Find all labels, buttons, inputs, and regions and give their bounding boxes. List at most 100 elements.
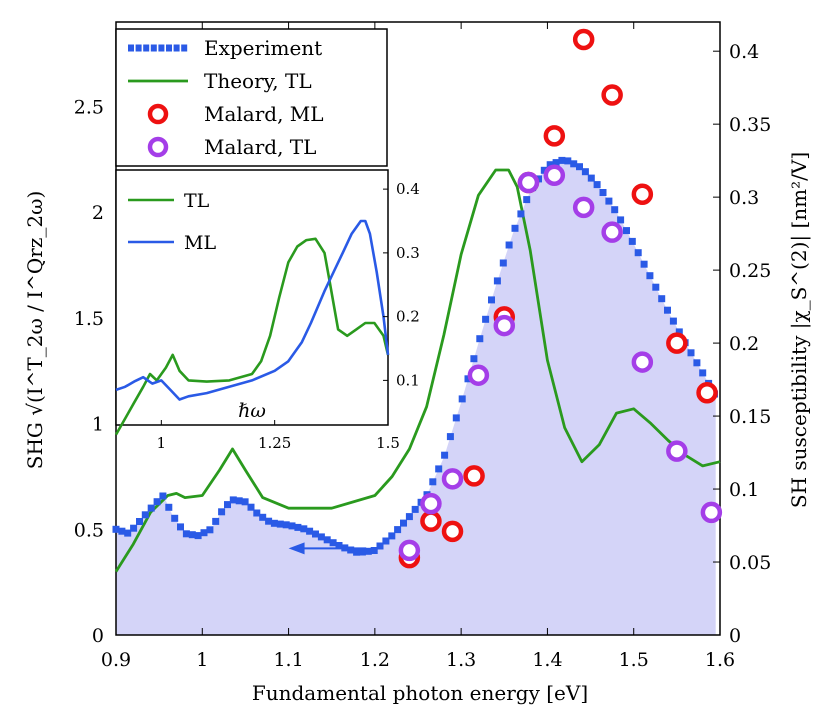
- legend-swatch-experiment: [150, 44, 157, 52]
- x-tick-label: 1.3: [446, 649, 476, 671]
- malard-tl-point: [700, 501, 723, 524]
- experiment-point: [435, 465, 443, 473]
- malard-tl-point: [631, 351, 654, 373]
- experiment-point: [306, 527, 314, 535]
- experiment-point: [611, 206, 619, 214]
- experiment-point: [523, 196, 531, 204]
- experiment-point: [270, 519, 278, 527]
- malard-ml-point: [601, 84, 623, 106]
- y-tick-label-left: 0: [92, 625, 104, 647]
- y-tick-label-left: 0.5: [74, 519, 104, 541]
- experiment-point: [570, 160, 578, 168]
- experiment-point: [335, 542, 343, 549]
- experiment-point: [581, 168, 589, 176]
- experiment-point: [141, 511, 149, 519]
- experiment-point: [224, 501, 231, 509]
- experiment-point: [177, 523, 184, 531]
- experiment-point: [546, 161, 554, 169]
- malard-ml-point: [572, 28, 595, 51]
- legend-swatch-experiment: [158, 44, 165, 52]
- experiment-point: [628, 237, 636, 245]
- experiment-point: [153, 498, 161, 506]
- experiment-point: [130, 524, 138, 532]
- malard-tl-point: [493, 314, 516, 337]
- experiment-point: [136, 518, 143, 525]
- experiment-point: [488, 296, 495, 304]
- experiment-point: [493, 277, 501, 285]
- x-axis-label: Fundamental photon energy [eV]: [252, 681, 588, 705]
- inset-plot: 1 1.25 1.5 0.1 0.2 0.3 0.4 ℏω TL ML: [114, 169, 420, 452]
- legend-swatch-experiment: [143, 44, 150, 52]
- experiment-point: [259, 513, 267, 521]
- experiment-point: [194, 532, 202, 540]
- x-tick-label: 1.4: [532, 649, 562, 671]
- experiment-point: [411, 505, 419, 513]
- experiment-point: [587, 174, 595, 182]
- experiment-point: [664, 306, 671, 314]
- experiment-point: [206, 526, 214, 534]
- experiment-point: [552, 159, 560, 167]
- theory-tl-line: [114, 168, 721, 573]
- experiment-point: [358, 548, 366, 556]
- experiment-point: [364, 547, 372, 555]
- experiment-point: [593, 181, 601, 189]
- y-axis-label-left: SHG √(I^T_2ω / I^Qrz_2ω): [23, 191, 47, 470]
- experiment-point: [370, 547, 378, 554]
- inset-x-label: ℏω: [238, 400, 266, 422]
- experiment-point: [229, 496, 237, 504]
- malard-tl-point: [601, 221, 623, 243]
- experiment-point: [599, 189, 607, 196]
- inset-x-tick-label: 1.25: [258, 434, 291, 452]
- experiment-point: [323, 536, 331, 544]
- main-legend: Experiment Theory, TL Malard, ML Malard, TL: [115, 28, 388, 167]
- experiment-point: [499, 259, 507, 267]
- experiment-point: [188, 531, 196, 539]
- experiment-point: [458, 395, 466, 403]
- experiment-point: [517, 210, 525, 218]
- experiment-point: [200, 529, 208, 537]
- experiment-point: [687, 349, 695, 357]
- experiment-point: [312, 530, 319, 538]
- experiment-point: [376, 542, 384, 550]
- malard-tl-point: [420, 492, 442, 515]
- experiment-point: [112, 525, 120, 533]
- experiment-point: [165, 503, 173, 511]
- y-tick-label-right: 0.25: [729, 260, 771, 282]
- y-tick-label-right: 0.2: [729, 333, 759, 355]
- inset-y-tick-label: 0.3: [396, 244, 420, 262]
- malard-ml-point: [696, 381, 718, 404]
- malard-tl-point: [572, 196, 595, 219]
- malard-tl-point: [441, 468, 464, 490]
- experiment-point: [558, 156, 566, 164]
- experiment-point: [276, 520, 284, 528]
- experiment-point: [212, 517, 220, 525]
- x-tick-label: 1.2: [360, 649, 390, 671]
- x-tick-label: 1.1: [273, 649, 303, 671]
- experiment-point: [540, 166, 548, 174]
- experiment-point: [282, 521, 290, 529]
- experiment-point: [675, 328, 683, 336]
- experiment-point: [693, 359, 701, 367]
- y-tick-label-left: 1.5: [74, 308, 104, 330]
- malard-tl-point: [543, 164, 566, 186]
- experiment-point: [382, 537, 390, 545]
- legend-swatch-malard-ml: [147, 103, 169, 125]
- legend-label: Malard, TL: [204, 135, 316, 159]
- malard-ml-point: [441, 520, 464, 543]
- experiment-point: [640, 260, 648, 268]
- legend-swatch-experiment: [135, 44, 142, 52]
- malard-tl-point: [517, 171, 540, 194]
- experiment-point: [124, 529, 132, 537]
- experiment-point: [617, 216, 625, 224]
- experiment-point: [576, 163, 583, 171]
- experiment-point: [658, 295, 666, 303]
- experiment-point: [405, 513, 413, 521]
- inset-y-tick-label: 0.1: [396, 371, 420, 389]
- inset-x-tick-label: 1: [157, 434, 167, 452]
- experiment-point: [218, 508, 226, 516]
- experiment-point: [646, 272, 654, 280]
- experiment-point: [347, 546, 355, 554]
- experiment-point: [634, 249, 642, 257]
- y-tick-label-right: 0.35: [729, 114, 771, 136]
- experiment-point: [669, 317, 677, 325]
